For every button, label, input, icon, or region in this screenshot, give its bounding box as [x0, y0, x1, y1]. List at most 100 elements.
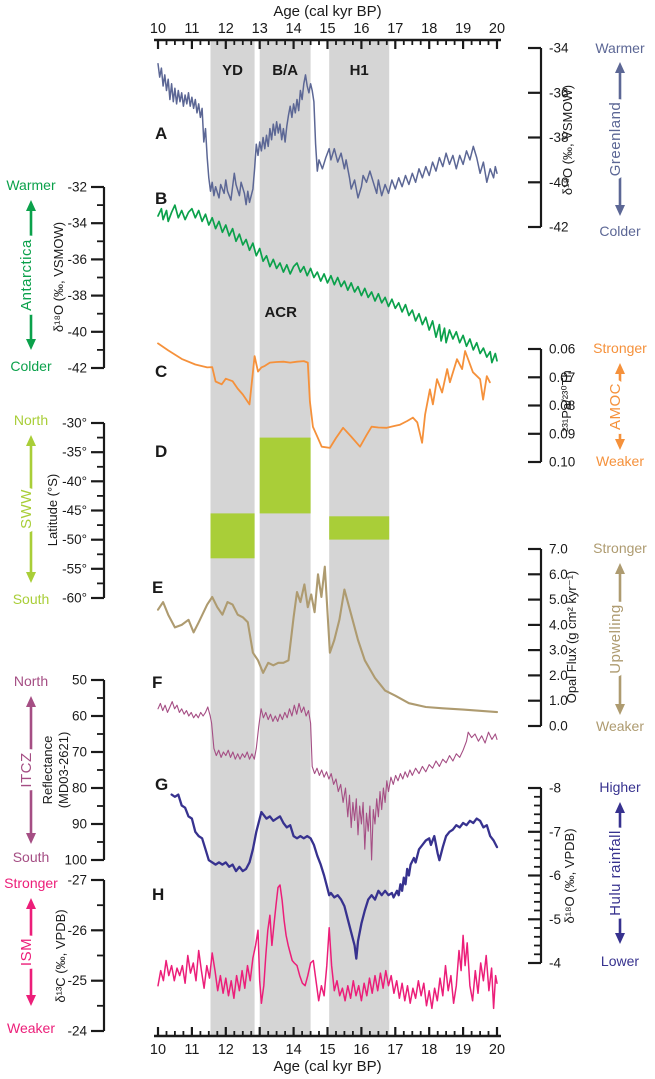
axis-tick-label: -7: [549, 824, 561, 839]
age-tick-label: 18: [421, 1042, 437, 1058]
axis-tick-label: -34: [67, 216, 87, 231]
axis-tick-label: 0.06: [549, 342, 575, 357]
age-tick-label: 13: [252, 1042, 268, 1058]
axis-tick-label: -38: [67, 288, 87, 303]
direction-top-label: Higher: [599, 779, 641, 795]
direction-indicator-F: North South ITCZ: [13, 673, 50, 865]
axis-tick-label: 0.07: [549, 370, 575, 385]
axis-tick-label: -38: [549, 130, 569, 145]
value-axis-B: -32 -34 -36 -38 -40 -42 δ¹⁸O (‰, VSMOW): [51, 180, 106, 376]
axis-tick-label: 100: [64, 853, 87, 868]
arrow-up-icon: [615, 563, 625, 574]
axis-tick-label: 70: [72, 745, 87, 760]
sww-latitude-box: [259, 437, 311, 514]
age-axis: 10 11 12 13 14 15 16 17 18 19 20 Age (cal kyr BP): [150, 1027, 505, 1075]
axis-title: δ¹⁸O (‰, VPDB): [562, 828, 577, 923]
age-tick-label: 16: [353, 21, 369, 37]
direction-indicator-E: Stronger Weaker Upwelling: [593, 540, 647, 734]
axis-tick-label: -8: [549, 781, 561, 796]
panel-letter-D: D: [155, 442, 167, 461]
axis-tick-label: 0.08: [549, 398, 575, 413]
event-band-BA: [259, 40, 311, 1036]
age-tick-label: 13: [252, 21, 268, 37]
age-tick-label: 17: [387, 1042, 403, 1058]
age-tick-label: 16: [353, 1042, 369, 1058]
axis-title: δ¹⁸O (‰, VSMOW): [560, 85, 575, 195]
axis-tick-label: 7.0: [549, 542, 568, 557]
axis-title-line2: (MD03-2621): [56, 732, 71, 809]
panel-letter-F: F: [152, 673, 162, 692]
age-axis-title: Age (cal kyr BP): [273, 1058, 381, 1075]
direction-bottom-label: Weaker: [596, 453, 644, 469]
axis-tick-label: 4.0: [549, 617, 568, 632]
axis-tick-label: -25: [67, 973, 87, 988]
age-tick-label: 10: [150, 21, 166, 37]
panel-letter-H: H: [152, 885, 164, 904]
panel-B: -32 -34 -36 -38 -40 -42 δ¹⁸O (‰, VSMOW) Warmer C…: [6, 177, 498, 376]
direction-indicator-A: Warmer Colder Greenland: [595, 40, 645, 239]
axis-tick-label: -34: [549, 41, 569, 56]
value-axis-D: -30° -35° -40° -45° -50° -55° -60° Latitude (°S…: [45, 416, 106, 606]
direction-name-label: Hulu rainfall: [607, 830, 624, 916]
direction-top-label: Stronger: [593, 540, 647, 556]
arrow-up-icon: [26, 696, 36, 707]
value-axis-E: 7.0 6.0 5.0 4.0 3.0 2.0 1.0 0.0 Opal Flux (g cm²…: [528, 542, 579, 734]
axis-tick-label: -26: [67, 923, 87, 938]
axis-tick-label: -24: [67, 1024, 87, 1039]
acr-annotation: ACR: [264, 304, 297, 321]
direction-top-label: Warmer: [6, 177, 56, 193]
direction-name-label: Greenland: [607, 102, 624, 177]
direction-name-label: AMOC: [607, 383, 624, 430]
arrow-up-icon: [26, 200, 36, 211]
age-tick-label: 18: [421, 21, 437, 37]
arrow-up-icon: [615, 363, 625, 374]
direction-top-label: North: [14, 412, 48, 428]
series-line-B: [157, 204, 498, 364]
panel-C: 0.06 0.07 0.08 0.09 0.10 ²³¹Pa/²³⁰Th Stronger W…: [155, 340, 647, 470]
panel-letter-B: B: [155, 189, 167, 208]
arrow-down-icon: [615, 439, 625, 450]
axis-tick-label: -27: [67, 873, 87, 888]
series-line-H: [157, 884, 498, 1010]
panel-H: -27 -26 -25 -24 δ¹³C (‰, VPDB) Stronger Weaker…: [4, 873, 498, 1039]
panel-letter-C: C: [155, 362, 167, 381]
event-band-label: B/A: [272, 62, 298, 79]
arrow-up-icon: [615, 802, 625, 813]
axis-title: Latitude (°S): [45, 474, 60, 546]
direction-top-label: North: [14, 673, 48, 689]
series-line-F: [157, 701, 498, 861]
axis-tick-label: -30°: [62, 416, 87, 431]
value-axis-A: -34 -36 -38 -40 -42 δ¹⁸O (‰, VSMOW): [528, 41, 575, 235]
axis-tick-label: -42: [549, 220, 569, 235]
arrow-up-icon: [26, 898, 36, 909]
sww-latitude-box: [329, 516, 390, 540]
direction-bottom-label: Colder: [10, 358, 52, 374]
age-tick-label: 11: [184, 21, 199, 37]
arrow-down-icon: [26, 833, 36, 844]
axis-title: Reflectance: [40, 736, 55, 805]
axis-tick-label: -35°: [62, 445, 87, 460]
sww-latitude-box: [210, 513, 255, 559]
arrow-down-icon: [615, 933, 625, 944]
direction-bottom-label: Colder: [599, 223, 641, 239]
direction-name-label: Antarctica: [18, 239, 35, 311]
direction-bottom-label: Weaker: [7, 1020, 55, 1036]
axis-tick-label: 60: [72, 709, 87, 724]
age-tick-label: 11: [184, 1042, 199, 1058]
age-axis-title: Age (cal kyr BP): [273, 3, 381, 20]
age-tick-label: 10: [150, 1042, 166, 1058]
axis-title: δ¹³C (‰, VPDB): [53, 909, 68, 1002]
panel-F: 50 60 70 80 90 100 Reflectance (MD03-2621) North…: [13, 673, 498, 868]
direction-top-label: Warmer: [595, 40, 645, 56]
direction-indicator-H: Stronger Weaker ISM: [4, 875, 58, 1036]
direction-bottom-label: Lower: [601, 953, 639, 969]
direction-indicator-G: Higher Lower Hulu rainfall: [599, 779, 641, 969]
direction-name-label: SWW: [18, 489, 35, 529]
series-line-C: [157, 342, 491, 449]
value-axis-G: -8 -7 -6 -5 -4 δ¹⁸O (‰, VPDB): [528, 781, 577, 971]
age-tick-label: 20: [489, 1042, 505, 1058]
age-axis: 10 11 12 13 14 15 16 17 18 19 20 Age (cal kyr BP): [150, 3, 505, 49]
direction-indicator-B: Warmer Colder Antarctica: [6, 177, 56, 374]
series-line-A: [157, 62, 498, 206]
